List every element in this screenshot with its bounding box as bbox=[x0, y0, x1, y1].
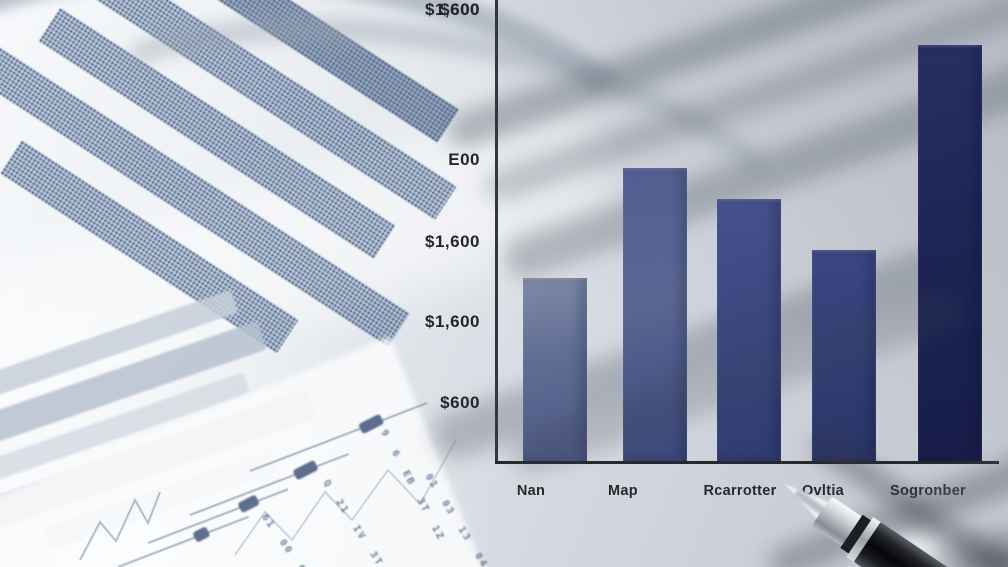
bar bbox=[523, 278, 587, 461]
x-axis-line bbox=[495, 461, 999, 464]
y-axis-line bbox=[495, 0, 498, 463]
bar bbox=[812, 250, 876, 461]
x-tick-label: Map bbox=[608, 483, 638, 499]
x-tick-label: Ovltia bbox=[801, 483, 845, 499]
x-tick-label: Rcarrotter bbox=[703, 483, 777, 499]
y-tick-label: $1,600 bbox=[425, 0, 480, 19]
y-tick-label: $1,600 bbox=[425, 312, 480, 331]
bar bbox=[918, 45, 982, 461]
bar bbox=[623, 168, 687, 461]
bar bbox=[717, 199, 781, 461]
y-tick-label: $600 bbox=[440, 0, 480, 19]
x-tick-label: Nan bbox=[516, 483, 546, 499]
y-tick-label: $1,600 bbox=[425, 232, 480, 251]
y-tick-label: $600 bbox=[440, 393, 480, 412]
x-tick-label: Sogronber bbox=[889, 483, 967, 499]
y-tick-label: E00 bbox=[448, 150, 480, 169]
